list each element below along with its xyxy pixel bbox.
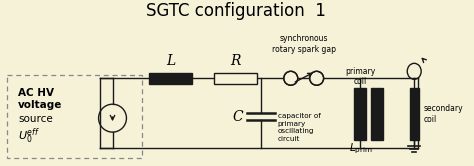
Bar <box>372 88 383 140</box>
Text: $L_{\mathrm{prim}}$: $L_{\mathrm{prim}}$ <box>348 142 373 157</box>
Text: synchronous
rotary spark gap: synchronous rotary spark gap <box>272 34 336 54</box>
Circle shape <box>284 71 298 85</box>
Bar <box>410 88 419 140</box>
Text: L: L <box>166 54 175 68</box>
Text: $U_0^{eff}$: $U_0^{eff}$ <box>18 126 40 146</box>
Bar <box>149 78 192 79</box>
Text: capacitor of
primary
oscillating
circuit: capacitor of primary oscillating circuit <box>278 113 320 142</box>
Circle shape <box>310 71 324 85</box>
Text: voltage: voltage <box>18 100 62 110</box>
Bar <box>355 88 366 140</box>
Text: C: C <box>232 110 243 124</box>
Text: primary
coil: primary coil <box>346 67 375 86</box>
Text: SGTC configuration  1: SGTC configuration 1 <box>146 2 326 20</box>
Bar <box>149 73 192 84</box>
Bar <box>214 73 257 84</box>
Text: source: source <box>18 114 53 124</box>
Text: R: R <box>230 54 241 68</box>
Text: AC HV: AC HV <box>18 88 54 98</box>
Text: secondary
coil: secondary coil <box>424 104 463 124</box>
